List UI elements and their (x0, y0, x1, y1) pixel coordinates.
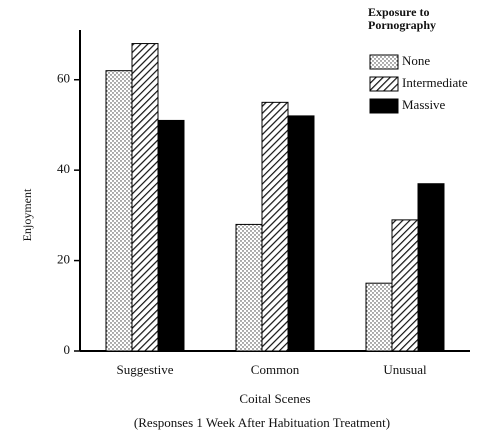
y-axis-label: Enjoyment (20, 188, 34, 241)
bar (261, 101, 289, 352)
bar (391, 219, 419, 352)
bar (131, 43, 159, 352)
y-tick-label: 0 (64, 342, 71, 357)
legend-label: Intermediate (402, 75, 468, 90)
legend-swatch (369, 98, 399, 114)
caption: (Responses 1 Week After Habituation Trea… (134, 415, 390, 430)
x-tick-label: Common (251, 362, 300, 377)
y-tick-label: 40 (57, 161, 70, 176)
bar (105, 70, 133, 352)
x-tick-label: Unusual (383, 362, 427, 377)
legend-title: Exposure to Pornography (368, 6, 437, 32)
bar (365, 282, 393, 352)
legend-title-box: Exposure to Pornography (368, 6, 437, 32)
y-tick-label: 20 (57, 252, 70, 267)
y-tick-label: 60 (57, 71, 70, 86)
legend-swatch (369, 76, 399, 92)
legend-label: Massive (402, 97, 446, 112)
bar (235, 223, 263, 352)
bar (417, 183, 445, 352)
legend-label: None (402, 53, 430, 68)
bar (287, 115, 315, 352)
bar (157, 119, 185, 352)
x-axis-label: Coital Scenes (239, 391, 310, 406)
legend-swatch (369, 54, 399, 70)
x-tick-label: Suggestive (116, 362, 173, 377)
